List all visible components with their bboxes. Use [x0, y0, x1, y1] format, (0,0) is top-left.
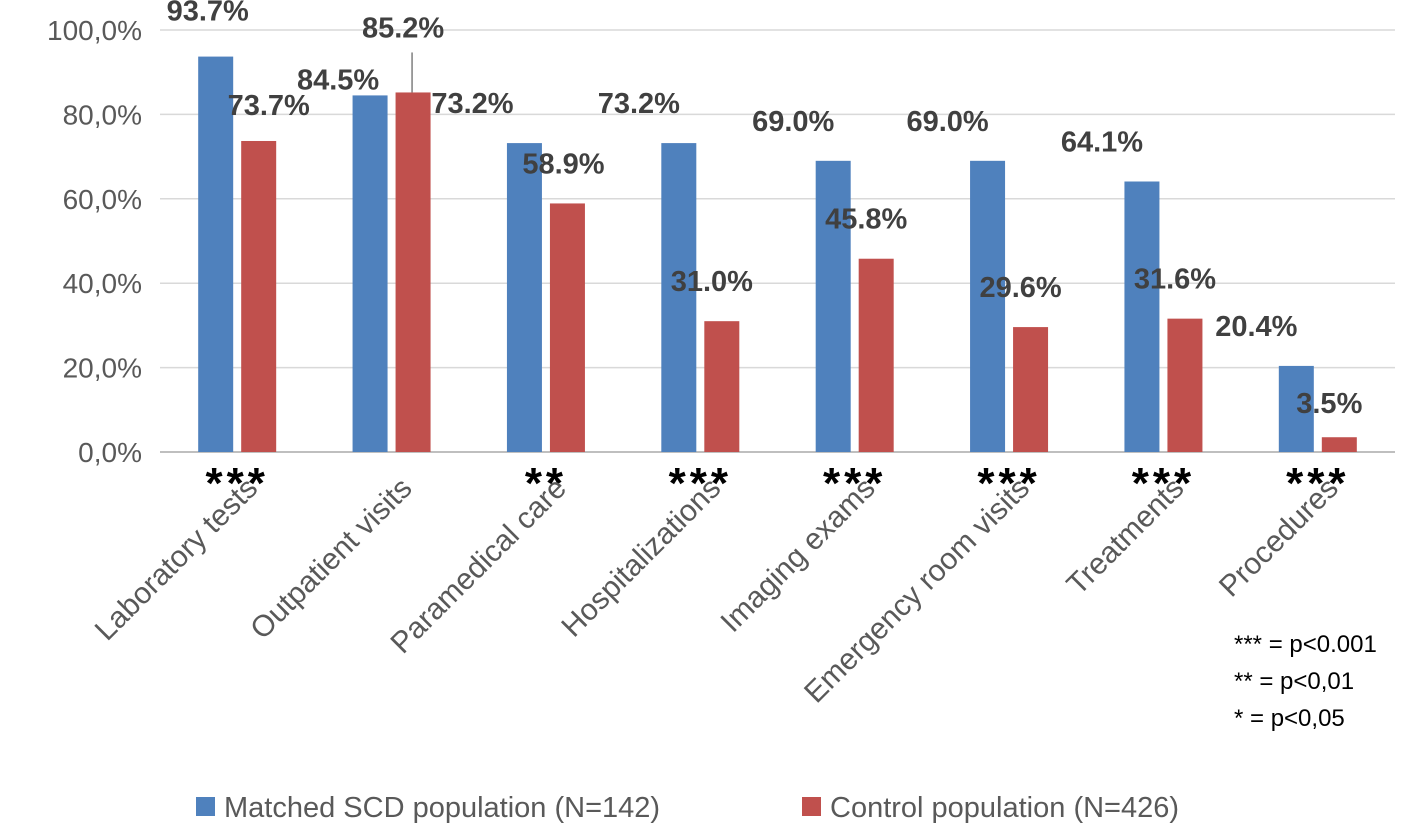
data-label: 58.9%: [522, 148, 604, 180]
data-label: 73.2%: [431, 88, 513, 120]
category-label: Laboratory tests: [89, 472, 264, 647]
significance-key-item: * = p<0,05: [1234, 705, 1345, 732]
significance-markers: *** ** *** *** *** *** ***: [206, 459, 1349, 508]
category-label: Hospitalizations: [555, 472, 727, 644]
significance-key-item: ** = p<0,01: [1234, 668, 1354, 695]
significance-marker: ***: [977, 459, 1040, 508]
y-tick-label: 40,0%: [63, 268, 142, 299]
legend: Matched SCD population (N=142) Control po…: [196, 792, 1179, 824]
category-label: Treatments: [1061, 472, 1191, 602]
data-labels: 93.7% 73.7%84.5% 85.2% 73.2% 58.9% 73.2% 31.0%…: [167, 0, 1363, 420]
significance-marker: **: [525, 459, 567, 508]
data-label: 29.6%: [979, 272, 1061, 304]
y-tick-label: 0,0%: [78, 437, 142, 468]
significance-key-item: *** = p<0.001: [1234, 631, 1377, 658]
bar-scd: [661, 143, 697, 452]
significance-marker: ***: [1132, 459, 1195, 508]
significance-marker: ***: [1286, 459, 1349, 508]
bar-control: [241, 140, 277, 452]
data-label: 3.5%: [1296, 388, 1362, 420]
significance-marker: ***: [206, 459, 269, 508]
significance-marker: ***: [669, 459, 732, 508]
data-label: 93.7%: [167, 0, 249, 28]
legend-label: Matched SCD population (N=142): [224, 792, 660, 824]
legend-swatch: [196, 797, 215, 816]
y-axis-ticks: 0,0% 20,0% 40,0% 60,0% 80,0% 100,0%: [47, 15, 142, 468]
category-label: Procedures: [1213, 472, 1345, 604]
bar-control: [549, 203, 585, 452]
bar-scd: [1278, 365, 1314, 452]
legend-label: Control population (N=426): [830, 792, 1179, 824]
data-label: 73.2%: [598, 88, 680, 120]
y-tick-label: 100,0%: [47, 15, 142, 46]
data-label: 31.0%: [671, 266, 753, 298]
legend-swatch: [802, 797, 821, 816]
data-label: 45.8%: [825, 204, 907, 236]
bar-scd: [815, 160, 851, 452]
bar-control: [858, 258, 894, 452]
data-label: 73.7%: [228, 90, 310, 122]
bar-control: [1013, 327, 1049, 452]
data-label: 64.1%: [1061, 126, 1143, 158]
data-label: 84.5%: [297, 64, 379, 96]
bar-control: [1167, 318, 1203, 452]
bar-scd: [1124, 181, 1160, 453]
significance-marker: ***: [823, 459, 886, 508]
category-label: Imaging exams: [714, 472, 881, 639]
data-label: 20.4%: [1215, 311, 1297, 343]
bar-control: [1321, 437, 1357, 452]
y-tick-label: 80,0%: [63, 99, 142, 130]
bar-scd: [198, 56, 234, 452]
data-label: 31.6%: [1134, 264, 1216, 296]
data-label: 69.0%: [752, 106, 834, 138]
y-tick-label: 60,0%: [63, 184, 142, 215]
bar-control: [395, 92, 431, 453]
significance-key: *** = p<0.001 ** = p<0,01 * = p<0,05: [1234, 631, 1377, 732]
data-label: 69.0%: [906, 106, 988, 138]
bar-scd: [352, 95, 388, 452]
category-label: Outpatient visits: [244, 472, 418, 646]
data-label: 85.2%: [362, 12, 444, 44]
bars: [198, 56, 1357, 453]
bar-scd: [506, 143, 542, 452]
y-tick-label: 20,0%: [63, 353, 142, 384]
bar-control: [704, 321, 740, 452]
bar-scd: [970, 160, 1006, 452]
